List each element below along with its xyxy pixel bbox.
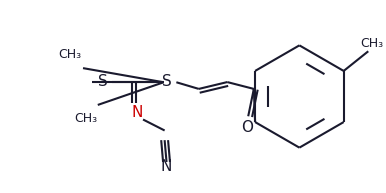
Text: N: N — [161, 159, 172, 174]
Text: CH₃: CH₃ — [74, 112, 98, 125]
Text: CH₃: CH₃ — [361, 37, 384, 50]
Text: CH₃: CH₃ — [58, 48, 81, 61]
Text: O: O — [241, 120, 253, 135]
Text: S: S — [98, 74, 108, 89]
Text: S: S — [163, 74, 172, 89]
Text: N: N — [132, 105, 143, 120]
